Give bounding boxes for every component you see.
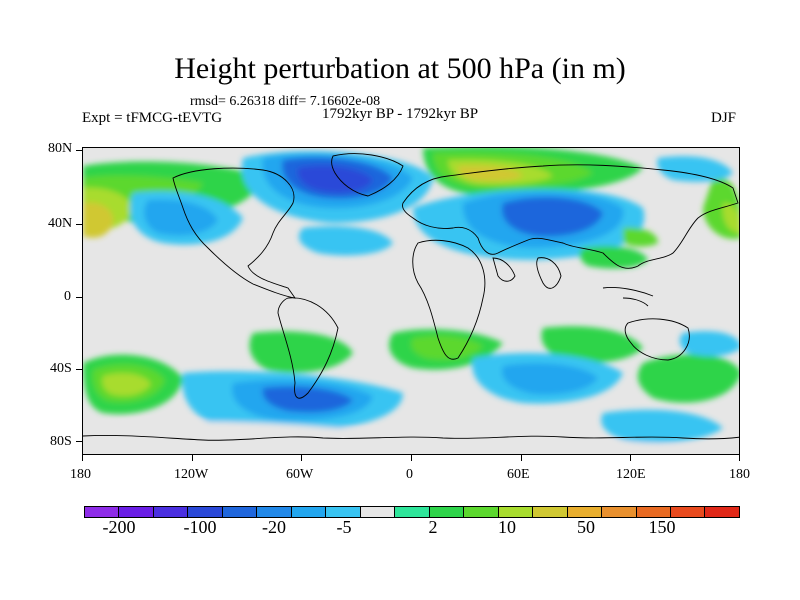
contour-positive [541, 326, 643, 363]
stats-text: rmsd= 6.26318 diff= 7.16602e-08 [190, 94, 381, 109]
contour-negative [502, 363, 598, 395]
colorbar-label: 2 [428, 517, 438, 537]
colorbar-label: -100 [183, 517, 217, 537]
colorbar-swatch [257, 507, 292, 517]
contour-negative [657, 156, 733, 182]
lon-label-120e: 120E [616, 467, 646, 482]
colorbar [84, 506, 740, 518]
colorbar-swatch [567, 507, 603, 517]
lon-label-120w: 120W [174, 467, 209, 482]
colorbar-label: -5 [336, 517, 352, 537]
lat-label-0: 0 [64, 289, 71, 304]
lon-label-60w: 60W [286, 467, 314, 482]
colorbar-swatch [326, 507, 361, 517]
colorbar-label: 50 [577, 517, 595, 537]
colorbar-label: -20 [262, 517, 286, 537]
lon-label-60e: 60E [507, 467, 530, 482]
period-label: 1792kyr BP - 1792kyr BP [322, 106, 479, 122]
map-plot [82, 147, 740, 455]
contour-positive [249, 331, 353, 373]
coastlines [83, 153, 739, 441]
contour-negative [502, 197, 603, 237]
colorbar-swatch [222, 507, 258, 517]
contour-negative [144, 199, 218, 236]
lat-label-80n: 80N [48, 141, 73, 156]
colorbar-swatch [464, 507, 499, 517]
contour-positive [623, 227, 658, 247]
contour-positive [457, 165, 523, 182]
contour-negative [601, 409, 723, 443]
colorbar-swatch [153, 507, 189, 517]
colorbar-swatch [602, 507, 637, 517]
lon-label-180e: 180 [729, 467, 750, 482]
contour-positive [83, 202, 114, 238]
colorbar-swatch [533, 507, 568, 517]
lon-label-0: 0 [406, 467, 413, 482]
colorbar-swatch [670, 507, 706, 517]
colorbar-swatch [188, 507, 223, 517]
colorbar-swatch [119, 507, 154, 517]
contour-negative [679, 331, 739, 357]
contour-positive [722, 203, 739, 233]
colorbar-swatch [636, 507, 671, 517]
colorbar-swatch [360, 507, 396, 517]
contour-positive [83, 421, 739, 454]
contour-negative [262, 386, 353, 413]
lat-label-40n: 40N [48, 216, 73, 231]
contour-positive [102, 373, 151, 396]
contour-field [83, 148, 739, 454]
colorbar-label: -200 [102, 517, 136, 537]
contour-negative [297, 165, 373, 193]
colorbar-swatch [85, 507, 120, 517]
colorbar-swatch [291, 507, 327, 517]
contour-positive [637, 354, 739, 403]
colorbar-swatch [395, 507, 430, 517]
season-label: DJF [711, 110, 737, 126]
colorbar-label: 150 [648, 517, 676, 537]
colorbar-swatch [498, 507, 534, 517]
colorbar-swatch [705, 507, 739, 517]
experiment-label: Expt = tFMCG-tEVTG [82, 110, 223, 126]
contour-positive [411, 335, 483, 360]
colorbar-label: 10 [498, 517, 516, 537]
map-title: Height perturbation at 500 hPa (in m) [174, 52, 626, 85]
contour-negative [298, 226, 393, 256]
colorbar-swatch [429, 507, 465, 517]
lat-label-80s: 80S [50, 434, 72, 449]
lon-label-180w: 180 [70, 467, 91, 482]
lat-label-40s: 40S [50, 361, 72, 376]
